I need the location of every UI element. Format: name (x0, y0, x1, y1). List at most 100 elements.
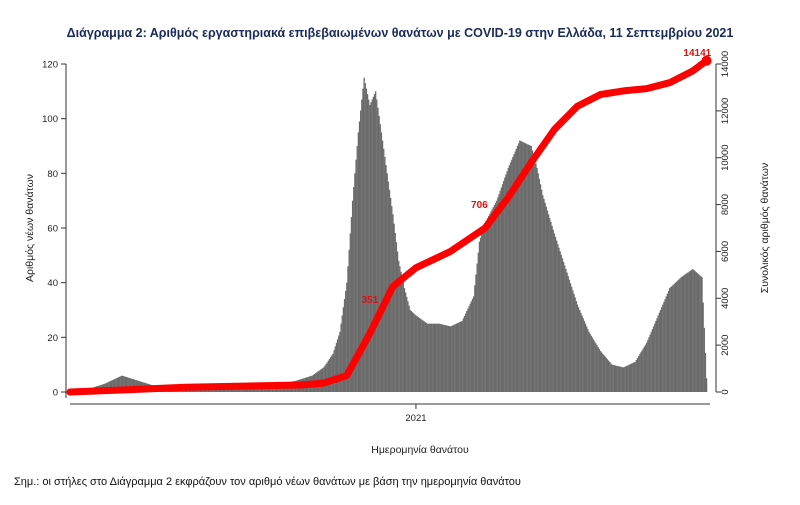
right-tick-label: 2000 (720, 335, 731, 356)
bar (640, 352, 642, 392)
bar (248, 388, 250, 392)
bar (538, 178, 541, 392)
bar (380, 132, 383, 392)
bar (621, 367, 624, 392)
bar (594, 341, 596, 392)
bar (627, 365, 629, 392)
bar (682, 275, 685, 392)
bar (582, 318, 584, 392)
bar (112, 379, 114, 392)
bar (665, 296, 667, 392)
bar (678, 279, 680, 392)
bar (196, 389, 198, 392)
bar (370, 102, 372, 393)
left-tick-label: 120 (42, 60, 58, 71)
bar (705, 378, 708, 392)
bar (629, 364, 632, 392)
bar (207, 389, 210, 392)
bar (537, 173, 539, 392)
bar (467, 308, 469, 392)
bar (353, 187, 355, 392)
bar (402, 282, 404, 392)
bar (257, 386, 259, 392)
bar (123, 376, 125, 392)
bar (453, 324, 455, 392)
bar (577, 307, 580, 392)
bar (572, 290, 574, 392)
bar (506, 171, 508, 392)
bar (569, 283, 572, 392)
bar (581, 315, 583, 392)
bar (644, 344, 647, 392)
bar (626, 365, 628, 392)
bar (639, 354, 641, 392)
bar (631, 363, 633, 392)
bar (236, 389, 238, 392)
bar (605, 357, 607, 392)
bar (408, 305, 410, 392)
bar (643, 346, 645, 392)
bar (240, 389, 242, 392)
bar (673, 283, 675, 392)
bar (587, 329, 589, 392)
bar (422, 320, 424, 392)
bar (252, 387, 255, 392)
bar (695, 272, 697, 392)
cumulative-callout: 706 (471, 200, 488, 211)
bar (696, 273, 699, 392)
bar (128, 377, 130, 392)
cumulative-line-layer (66, 55, 712, 396)
bar (478, 241, 481, 392)
bar (650, 331, 652, 392)
bar (379, 124, 381, 392)
bar (652, 326, 655, 392)
bar (544, 202, 546, 392)
bar (358, 121, 361, 393)
bar (516, 146, 519, 392)
bar (494, 202, 497, 392)
bar (542, 195, 544, 392)
bar (688, 271, 690, 392)
bar (125, 377, 128, 392)
x-axis-title: Ημερομηνία θανάτου (371, 444, 469, 456)
bar (228, 389, 230, 392)
bar (407, 301, 409, 392)
bar (441, 324, 444, 392)
bar (463, 316, 466, 392)
bar (475, 274, 477, 392)
bar (381, 140, 384, 392)
bar (607, 360, 610, 392)
bar (335, 342, 338, 392)
bar (127, 377, 129, 392)
bar (249, 388, 251, 392)
bar (193, 389, 196, 392)
left-tick-label: 60 (47, 224, 58, 235)
bar (117, 377, 120, 392)
bar (515, 148, 517, 392)
bar (492, 207, 494, 392)
bar (681, 276, 684, 392)
bar (233, 389, 235, 392)
bar (371, 99, 373, 392)
bar (232, 389, 234, 392)
bar (501, 184, 504, 392)
bar (580, 312, 582, 392)
bar (469, 303, 471, 392)
bar (660, 307, 663, 392)
bar (115, 378, 117, 392)
bar (461, 320, 463, 392)
bar (613, 365, 616, 392)
footnote: Σημ.: οι στήλες στο Διάγραμμα 2 εκφράζου… (14, 476, 521, 488)
bar (586, 326, 588, 392)
bar (658, 312, 660, 392)
bar (485, 220, 488, 392)
bar (414, 314, 416, 392)
bar (121, 375, 123, 392)
left-tick-label: 0 (53, 388, 58, 399)
bar (667, 290, 670, 392)
bar (460, 321, 462, 392)
bar (620, 366, 622, 392)
bar (684, 274, 686, 392)
bar (479, 237, 482, 392)
bar (651, 329, 654, 392)
